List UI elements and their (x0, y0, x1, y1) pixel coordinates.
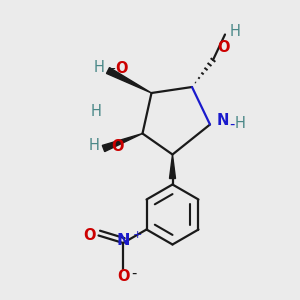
Text: H: H (230, 24, 240, 39)
Text: O: O (217, 40, 230, 55)
Polygon shape (106, 68, 152, 93)
Text: N: N (117, 233, 130, 248)
Text: -: - (106, 140, 111, 154)
Polygon shape (102, 134, 142, 152)
Text: H: H (235, 116, 245, 130)
Text: H: H (91, 103, 101, 118)
Text: +: + (133, 230, 142, 240)
Text: O: O (116, 61, 128, 76)
Text: -: - (110, 62, 115, 76)
Text: O: O (117, 269, 129, 284)
Text: O: O (111, 139, 124, 154)
Text: H: H (89, 138, 100, 153)
Text: N: N (217, 113, 229, 128)
Text: H: H (94, 60, 104, 75)
Text: O: O (83, 228, 95, 243)
Text: -: - (230, 117, 235, 132)
Text: -: - (131, 266, 137, 280)
Polygon shape (169, 154, 175, 178)
